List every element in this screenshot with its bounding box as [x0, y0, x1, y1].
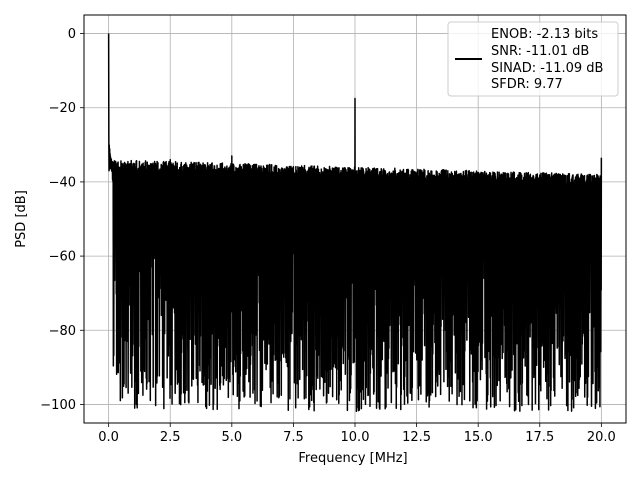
y-axis-ticks: 0 −20 −40 −60 −80 −100 — [40, 27, 84, 413]
x-axis-label: Frequency [MHz] — [298, 451, 407, 466]
y-tick-label: −100 — [40, 398, 76, 413]
legend-enob: ENOB: -2.13 bits — [491, 27, 598, 42]
psd-series — [107, 33, 603, 413]
y-tick-label: −40 — [49, 175, 76, 190]
psd-line — [107, 33, 603, 413]
y-axis-label: PSD [dB] — [14, 190, 29, 248]
x-tick-label: 15.0 — [464, 430, 493, 445]
x-axis-ticks: 0.0 2.5 5.0 7.5 10.0 12.5 15.0 17.5 20.0 — [98, 423, 616, 445]
x-tick-label: 0.0 — [98, 430, 119, 445]
legend-sinad: SINAD: -11.09 dB — [491, 61, 603, 76]
legend-box — [447, 21, 619, 97]
x-tick-label: 17.5 — [525, 430, 554, 445]
legend-snr: SNR: -11.01 dB — [491, 44, 589, 59]
x-tick-label: 10.0 — [341, 430, 370, 445]
y-tick-label: 0 — [68, 27, 76, 42]
x-tick-label: 12.5 — [402, 430, 431, 445]
x-tick-label: 5.0 — [221, 430, 242, 445]
legend-sfdr: SFDR: 9.77 — [491, 77, 563, 92]
x-tick-label: 20.0 — [587, 430, 616, 445]
x-tick-label: 7.5 — [283, 430, 304, 445]
x-tick-label: 2.5 — [160, 430, 181, 445]
y-tick-label: −20 — [49, 101, 76, 116]
legend: ENOB: -2.13 bits SNR: -11.01 dB SINAD: -… — [447, 21, 619, 97]
y-tick-label: −80 — [49, 324, 76, 339]
y-tick-label: −60 — [49, 250, 76, 265]
